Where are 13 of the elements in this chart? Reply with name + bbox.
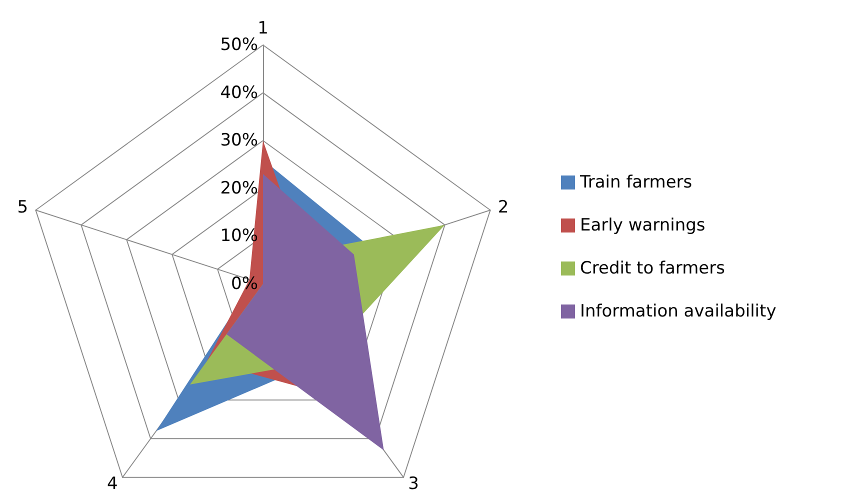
spoke-label: 3: [408, 474, 420, 494]
y-tick-label: 40%: [220, 82, 258, 103]
spoke-label: 2: [498, 198, 509, 218]
legend-label: Credit to farmers: [580, 258, 726, 278]
spoke-label: 1: [258, 18, 268, 38]
y-tick-label: 50%: [220, 35, 258, 55]
spoke-label: 4: [106, 474, 118, 494]
spoke-label: 5: [17, 198, 28, 218]
legend-label: Early warnings: [580, 216, 706, 236]
y-tick-label: 20%: [220, 178, 258, 198]
y-tick-label: 30%: [220, 130, 258, 151]
legend-label: Information availability: [580, 302, 776, 322]
legend-label: Train farmers: [579, 172, 692, 192]
